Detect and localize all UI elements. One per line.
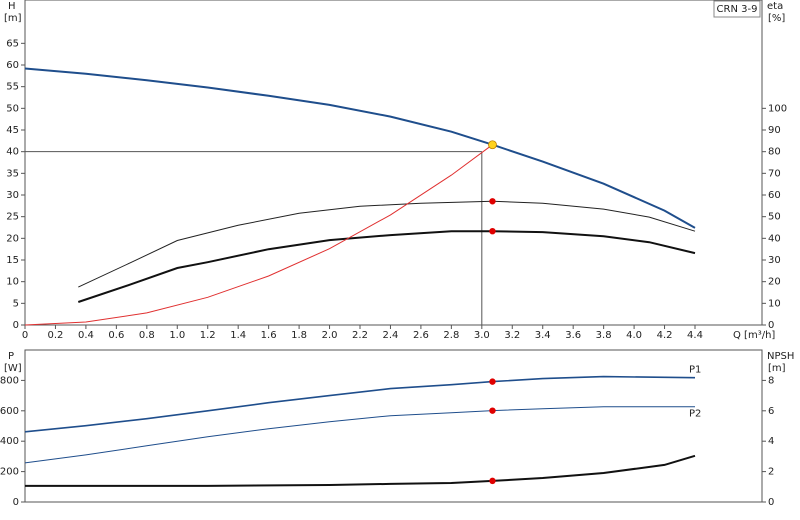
y2-axis-label: eta <box>767 1 783 12</box>
y-tick-label: 50 <box>6 103 19 114</box>
x-tick-label: 3.8 <box>596 330 612 341</box>
y-tick-label: 35 <box>6 168 19 179</box>
x-tick-label: 1.2 <box>200 330 216 341</box>
x-tick-label: 0.2 <box>48 330 64 341</box>
operating-point <box>489 378 496 385</box>
x-tick-label: 3.4 <box>535 330 551 341</box>
y2-tick-label: 50 <box>768 212 781 223</box>
y-tick-label: 10 <box>6 277 19 288</box>
y-tick-label: 0 <box>13 497 19 508</box>
x-tick-label: 0 <box>22 330 28 341</box>
y2-tick-label: 6 <box>768 406 774 417</box>
x-tick-label: 0.4 <box>78 330 94 341</box>
x-tick-label: 2.2 <box>352 330 368 341</box>
curve <box>78 200 696 288</box>
y-axis-label: H <box>8 1 16 12</box>
y2-tick-label: 0 <box>768 497 774 508</box>
y-tick-label: 25 <box>6 212 19 223</box>
y2-tick-label: 60 <box>768 190 781 201</box>
x-tick-label: 1.4 <box>230 330 246 341</box>
y2-tick-label: 2 <box>768 467 774 478</box>
plot-frame <box>24 0 763 326</box>
x-tick-label: 4.4 <box>687 330 703 341</box>
x-tick-label: 4.0 <box>626 330 642 341</box>
y2-tick-label: 30 <box>768 255 781 266</box>
x-tick-label: 2.6 <box>413 330 429 341</box>
y-tick-label: 5 <box>13 298 19 309</box>
y-tick-label: 15 <box>6 255 19 266</box>
y2-tick-label: 100 <box>768 103 787 114</box>
y-tick-label: 200 <box>0 467 19 478</box>
curve <box>24 375 696 433</box>
operating-point <box>488 140 497 150</box>
series-label: P1 <box>689 365 701 376</box>
operating-point <box>489 407 496 414</box>
y-tick-label: 55 <box>6 82 19 93</box>
y-axis-unit: [m] <box>4 13 22 24</box>
y-axis-label: P <box>8 351 14 362</box>
operating-point <box>489 227 496 235</box>
x-tick-label: 1.8 <box>291 330 307 341</box>
y-tick-label: 45 <box>6 125 19 136</box>
series-label: P2 <box>689 409 701 420</box>
x-tick-label: 0.6 <box>108 330 124 341</box>
y2-tick-label: 80 <box>768 147 781 158</box>
y2-tick-label: 10 <box>768 298 781 309</box>
x-tick-label: 2.0 <box>322 330 338 341</box>
operating-point <box>489 477 496 485</box>
x-tick-label: 1.0 <box>169 330 185 341</box>
y-tick-label: 400 <box>0 436 19 447</box>
y-tick-label: 600 <box>0 406 19 417</box>
y2-tick-label: 20 <box>768 277 781 288</box>
y2-axis-unit: [%] <box>768 13 785 24</box>
curve <box>24 144 493 326</box>
legend-box <box>713 0 761 18</box>
x-tick-label: 4.2 <box>657 330 673 341</box>
y2-tick-label: 0 <box>768 320 774 331</box>
y-tick-label: 0 <box>13 320 19 331</box>
y2-tick-label: 8 <box>768 375 774 386</box>
y-tick-label: 60 <box>6 60 19 71</box>
y2-axis-unit: [m] <box>768 363 786 374</box>
y-tick-label: 65 <box>6 38 19 49</box>
curve <box>24 67 696 229</box>
y2-tick-label: 90 <box>768 125 781 136</box>
x-tick-label: 0.8 <box>139 330 155 341</box>
y-tick-label: 40 <box>6 147 19 158</box>
y2-axis-label: NPSH <box>767 351 794 362</box>
x-tick-label: 1.6 <box>261 330 277 341</box>
legend-text: CRN 3-9 <box>717 4 758 15</box>
operating-point <box>489 198 496 205</box>
y-tick-label: 20 <box>6 233 19 244</box>
x-axis-label: Q [m³/h] <box>733 330 775 341</box>
curve <box>25 454 696 487</box>
y2-tick-label: 70 <box>768 168 781 179</box>
y-tick-label: 800 <box>0 375 19 386</box>
y2-tick-label: 40 <box>768 233 781 244</box>
x-tick-label: 3.2 <box>504 330 520 341</box>
x-tick-label: 2.8 <box>443 330 459 341</box>
x-tick-label: 3.6 <box>565 330 581 341</box>
x-tick-label: 3.0 <box>474 330 490 341</box>
curve <box>77 230 696 303</box>
y-tick-label: 30 <box>6 190 19 201</box>
y-axis-unit: [W] <box>4 363 22 374</box>
x-tick-label: 2.4 <box>383 330 399 341</box>
plot-frame <box>24 349 763 503</box>
curve <box>24 406 695 464</box>
y2-tick-label: 4 <box>768 436 774 447</box>
